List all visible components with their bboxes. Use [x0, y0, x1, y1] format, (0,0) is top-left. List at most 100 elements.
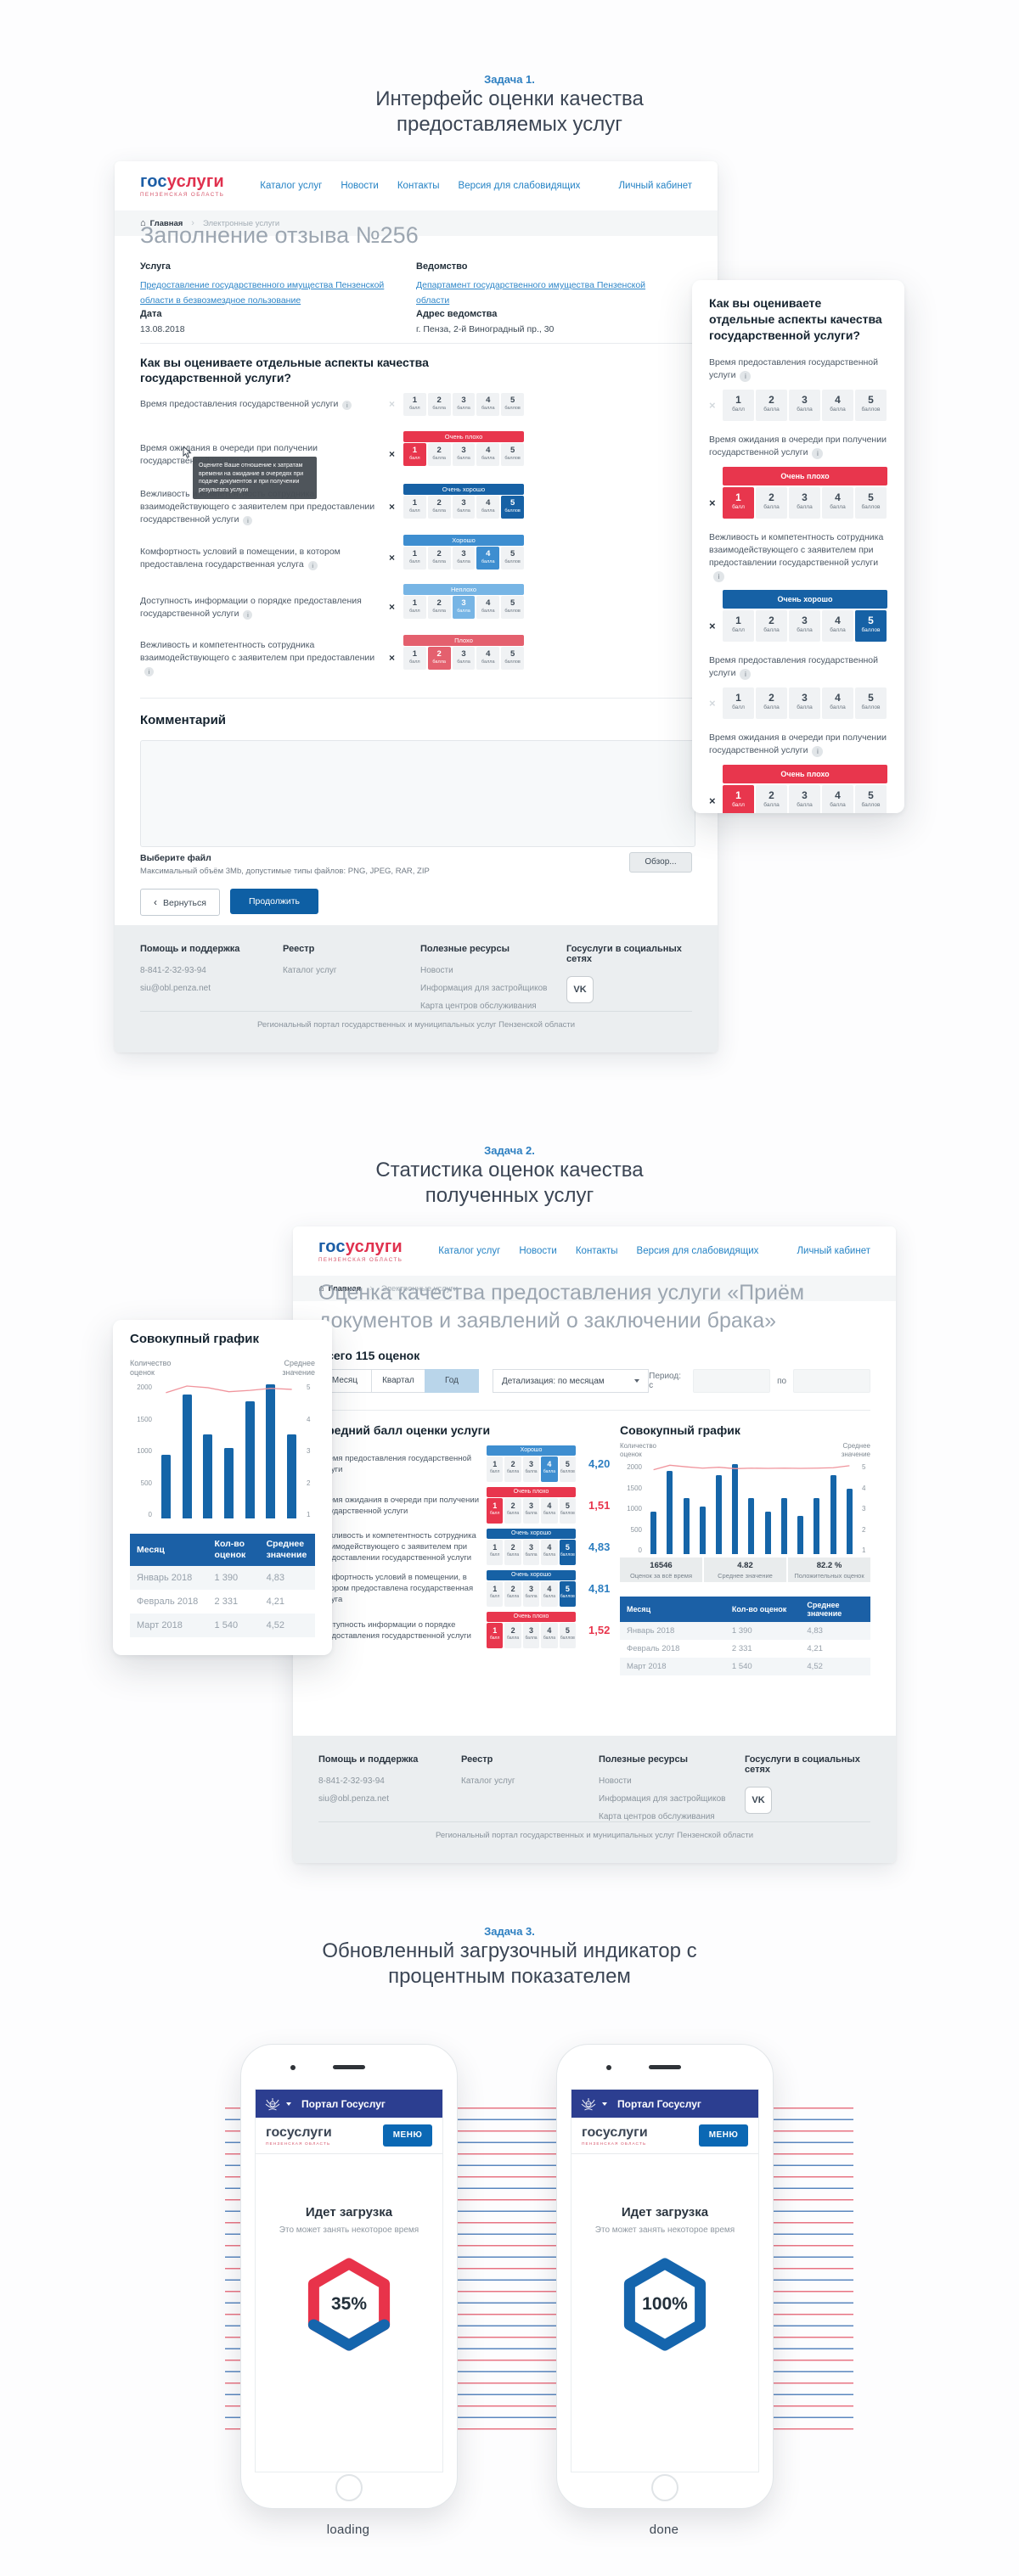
account-link[interactable]: Личный кабинет [618, 181, 692, 191]
tab-quarter[interactable]: Квартал [371, 1369, 425, 1393]
browse-button[interactable]: Обзор... [629, 852, 692, 873]
breadcrumb-home[interactable]: Главная [149, 218, 183, 228]
rating-option-2[interactable]: 2 балла [427, 496, 451, 519]
rating-option-4[interactable]: 4 балла [822, 390, 853, 421]
rating-option-4[interactable]: 4 балла [541, 1498, 558, 1524]
rating-option-3[interactable]: 3 балла [522, 1623, 540, 1648]
detail-select[interactable]: Детализация: по месяцам [493, 1369, 650, 1393]
rating-option-2[interactable]: 2 балла [427, 647, 451, 670]
gosuslugi-logo[interactable]: госуслуги ПЕНЗЕНСКАЯ ОБЛАСТЬ [140, 172, 225, 199]
rating-option-5[interactable]: 5 баллов [501, 596, 524, 619]
rating-option-1[interactable]: 1 балл [487, 1581, 504, 1607]
rating-option-4[interactable]: 4 балла [476, 443, 500, 466]
rating-option-1[interactable]: 1 балл [403, 547, 426, 570]
footer-link[interactable]: Карта центров обслуживания [599, 1812, 715, 1821]
footer-link[interactable]: Новости [599, 1776, 632, 1786]
rating-option-3[interactable]: 3 балла [789, 390, 820, 421]
service-link[interactable]: Предоставление государственного имуществ… [140, 280, 385, 306]
menu-button[interactable]: МЕНЮ [383, 2124, 432, 2147]
footer-link[interactable]: Каталог услуг [461, 1776, 515, 1786]
nav-news[interactable]: Новости [341, 181, 379, 191]
rating-option-5[interactable]: 5 баллов [559, 1623, 577, 1648]
rating-option-4[interactable]: 4 балла [541, 1540, 558, 1565]
rating-option-5[interactable]: 5 баллов [855, 785, 887, 813]
rating-option-2[interactable]: 2 балла [504, 1498, 521, 1524]
nav-contacts[interactable]: Контакты [575, 1246, 618, 1256]
rating-option-2[interactable]: 2 балла [504, 1581, 521, 1607]
rating-option-3[interactable]: 3 балла [452, 393, 476, 416]
rating-option-3[interactable]: 3 балла [452, 647, 476, 670]
rating-option-3[interactable]: 3 балла [452, 547, 476, 570]
info-icon[interactable]: i [812, 746, 824, 757]
info-icon[interactable]: i [243, 516, 253, 525]
rating-option-2[interactable]: 2 балла [427, 596, 451, 619]
clear-rating-icon[interactable]: × [709, 399, 716, 412]
nav-news[interactable]: Новости [519, 1246, 557, 1256]
gosuslugi-logo[interactable]: госуслуги ПЕНЗЕНСКАЯ ОБЛАСТЬ [582, 2124, 648, 2147]
rating-option-1[interactable]: 1 балл [487, 1498, 504, 1524]
menu-button[interactable]: МЕНЮ [699, 2124, 748, 2147]
rating-option-1[interactable]: 1 балл [487, 1540, 504, 1565]
rating-option-4[interactable]: 4 балла [476, 647, 500, 670]
rating-option-4[interactable]: 4 балла [822, 785, 853, 813]
rating-option-5[interactable]: 5 баллов [855, 390, 887, 421]
rating-option-4[interactable]: 4 балла [541, 1581, 558, 1607]
footer-link[interactable]: Карта центров обслуживания [420, 1002, 537, 1011]
rating-option-3[interactable]: 3 балла [522, 1581, 540, 1607]
breadcrumb-home[interactable]: Главная [328, 1283, 362, 1294]
rating-option-1[interactable]: 1 балл [403, 393, 426, 416]
rating-option-2[interactable]: 2 балла [427, 393, 451, 416]
rating-option-3[interactable]: 3 балла [452, 496, 476, 519]
clear-rating-icon[interactable]: × [709, 497, 716, 509]
rating-option-5[interactable]: 5 баллов [559, 1456, 577, 1482]
clear-rating-icon[interactable]: × [389, 601, 396, 613]
rating-option-3[interactable]: 3 балла [789, 610, 820, 642]
rating-option-1[interactable]: 1 балл [723, 687, 754, 719]
period-to-input[interactable] [793, 1369, 870, 1393]
rating-option-3[interactable]: 3 балла [522, 1456, 540, 1482]
clear-rating-icon[interactable]: × [389, 501, 396, 513]
footer-link[interactable]: Каталог услуг [283, 966, 337, 975]
nav-catalog[interactable]: Каталог услуг [260, 181, 323, 191]
rating-option-2[interactable]: 2 балла [427, 547, 451, 570]
info-icon[interactable]: i [144, 667, 154, 676]
rating-option-2[interactable]: 2 балла [756, 687, 787, 719]
info-icon[interactable]: i [740, 371, 752, 382]
footer-link[interactable]: Информация для застройщиков [420, 984, 548, 993]
rating-option-2[interactable]: 2 балла [504, 1623, 521, 1648]
chevron-down-icon[interactable] [602, 2102, 607, 2106]
gosuslugi-logo[interactable]: госуслуги ПЕНЗЕНСКАЯ ОБЛАСТЬ [266, 2124, 332, 2147]
rating-option-1[interactable]: 1 балл [487, 1623, 504, 1648]
rating-option-1[interactable]: 1 балл [403, 596, 426, 619]
rating-option-5[interactable]: 5 баллов [559, 1581, 577, 1607]
rating-option-2[interactable]: 2 балла [504, 1456, 521, 1482]
rating-option-4[interactable]: 4 балла [822, 687, 853, 719]
rating-option-1[interactable]: 1 балл [403, 496, 426, 519]
nav-contacts[interactable]: Контакты [397, 181, 440, 191]
support-email[interactable]: siu@obl.penza.net [140, 984, 211, 993]
rating-option-1[interactable]: 1 балл [723, 610, 754, 642]
rating-option-5[interactable]: 5 баллов [855, 610, 887, 642]
rating-option-5[interactable]: 5 баллов [501, 647, 524, 670]
rating-option-3[interactable]: 3 балла [452, 596, 476, 619]
info-icon[interactable]: i [307, 560, 318, 570]
rating-option-1[interactable]: 1 балл [403, 443, 426, 466]
tab-year[interactable]: Год [425, 1369, 479, 1393]
rating-option-4[interactable]: 4 балла [476, 596, 500, 619]
rating-option-2[interactable]: 2 балла [504, 1540, 521, 1565]
rating-option-2[interactable]: 2 балла [427, 443, 451, 466]
continue-button[interactable]: Продолжить [230, 889, 318, 914]
rating-option-3[interactable]: 3 балла [522, 1498, 540, 1524]
rating-option-4[interactable]: 4 балла [476, 496, 500, 519]
agency-link[interactable]: Департамент государственного имущества П… [416, 280, 646, 306]
home-icon[interactable]: ⌂ [318, 1283, 324, 1294]
rating-option-2[interactable]: 2 балла [756, 390, 787, 421]
rating-option-3[interactable]: 3 балла [522, 1540, 540, 1565]
clear-rating-icon[interactable]: × [389, 398, 396, 410]
rating-option-5[interactable]: 5 баллов [855, 687, 887, 719]
rating-option-5[interactable]: 5 баллов [501, 393, 524, 416]
comment-textarea[interactable] [140, 740, 695, 847]
rating-option-3[interactable]: 3 балла [789, 785, 820, 813]
rating-option-1[interactable]: 1 балл [487, 1456, 504, 1482]
info-icon[interactable]: i [243, 609, 253, 620]
